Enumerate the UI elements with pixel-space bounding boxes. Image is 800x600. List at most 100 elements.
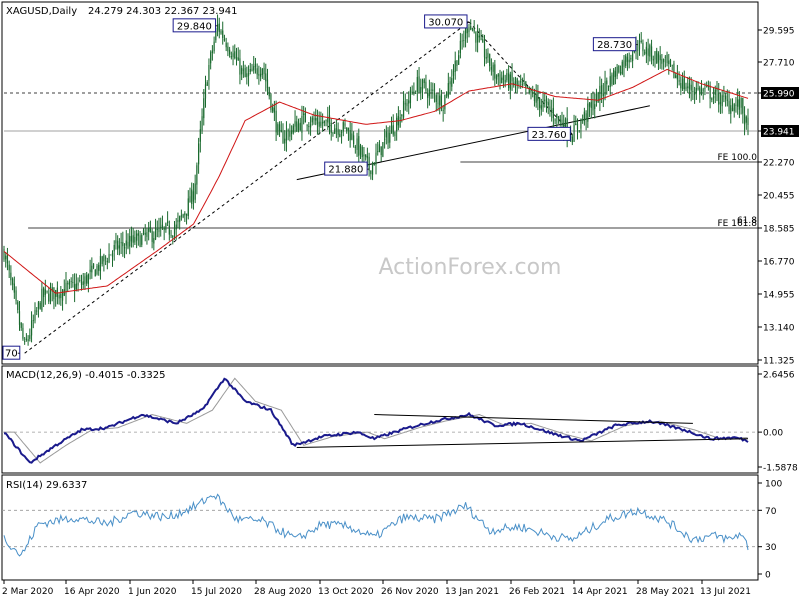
candle-body — [487, 52, 489, 58]
candle-body — [253, 66, 255, 71]
candle-body — [694, 92, 696, 95]
candle-body — [27, 339, 29, 342]
candle-body — [421, 80, 424, 90]
candle-body — [575, 123, 577, 126]
candle-body — [371, 163, 374, 175]
candle-body — [578, 130, 580, 132]
date-tick-label: 13 Jul 2021 — [700, 587, 751, 597]
candle-body — [725, 95, 727, 100]
candle-body — [53, 287, 55, 300]
candle-body — [435, 95, 437, 103]
candle-body — [588, 102, 591, 107]
candle-body — [58, 295, 60, 299]
candle-body — [709, 85, 711, 99]
candle-body — [592, 100, 594, 111]
candle-body — [619, 71, 622, 74]
candle-body — [89, 269, 91, 272]
candle-body — [532, 91, 534, 95]
candle-body — [404, 103, 406, 105]
candle-body — [680, 83, 682, 89]
candle-body — [742, 97, 744, 114]
candle-body — [346, 127, 348, 132]
candle-body — [485, 57, 487, 59]
candle-body — [432, 89, 434, 91]
rsi-line — [3, 493, 749, 557]
price-tick-label: 20.455 — [763, 192, 795, 202]
candle-body — [72, 281, 74, 284]
candle-body — [316, 117, 319, 125]
candle-body — [747, 117, 749, 126]
candle-body — [544, 99, 546, 102]
candle-body — [539, 98, 541, 108]
candle-body — [37, 302, 40, 309]
candle-body — [523, 82, 525, 84]
candle-body — [120, 242, 122, 244]
candle-body — [642, 42, 644, 52]
trendline — [468, 21, 573, 135]
candle-body — [29, 335, 31, 339]
candle-body — [122, 242, 124, 247]
candle-body — [137, 233, 139, 236]
candle-body — [528, 86, 530, 93]
swing-label-box — [2, 345, 21, 360]
candle-body — [411, 91, 413, 93]
candle-body — [675, 75, 677, 78]
candle-body — [520, 81, 522, 83]
candle-body — [390, 126, 393, 134]
candle-body — [308, 126, 310, 128]
candle-body — [514, 80, 517, 85]
candle-body — [613, 69, 615, 85]
candle-body — [182, 214, 184, 218]
moving-average-line — [3, 68, 749, 294]
candle-body — [444, 94, 446, 110]
candle-body — [609, 76, 611, 88]
price-tick-label: 14.955 — [763, 291, 795, 301]
candle-body — [354, 146, 356, 148]
candle-body — [278, 124, 281, 132]
candle-body — [292, 125, 294, 133]
candle-body — [480, 38, 482, 40]
candle-body — [230, 56, 232, 58]
candle-body — [611, 74, 613, 85]
candle-body — [447, 83, 449, 97]
candle-body — [446, 92, 448, 96]
macd-signal-line — [4, 377, 749, 464]
candle-body — [132, 235, 134, 243]
candle-body — [525, 81, 527, 88]
candle-body — [602, 93, 604, 97]
candle-body — [272, 106, 274, 112]
candle-body — [87, 274, 89, 284]
candle-body — [68, 281, 71, 285]
candle-body — [702, 89, 704, 91]
candle-body — [5, 255, 7, 260]
candle-body — [115, 240, 117, 244]
candle-body — [327, 117, 329, 123]
candle-body — [743, 114, 746, 125]
candle-body — [256, 68, 258, 75]
candle-body — [723, 95, 725, 97]
candle-body — [313, 118, 315, 121]
candle-body — [184, 213, 186, 216]
candle-body — [530, 89, 532, 93]
candle-body — [508, 73, 510, 88]
level-label-top: 61.8 — [737, 216, 757, 226]
candle-body — [730, 105, 732, 114]
date-tick-label: 14 Apr 2021 — [572, 587, 628, 597]
candle-body — [60, 293, 62, 299]
candle-body — [359, 145, 362, 155]
candle-body — [117, 240, 119, 250]
candle-body — [551, 109, 553, 111]
candle-body — [492, 64, 494, 72]
candle-body — [685, 86, 687, 90]
candle-body — [718, 93, 720, 105]
candle-body — [20, 322, 22, 328]
swing-label-box — [592, 37, 637, 52]
candle-body — [199, 129, 201, 142]
price-tick-label: 16.770 — [763, 258, 795, 268]
candle-body — [43, 288, 45, 297]
candle-body — [466, 28, 468, 34]
candle-body — [473, 28, 475, 32]
candle-body — [590, 101, 592, 108]
candle-body — [222, 30, 224, 39]
candle-body — [731, 107, 734, 112]
